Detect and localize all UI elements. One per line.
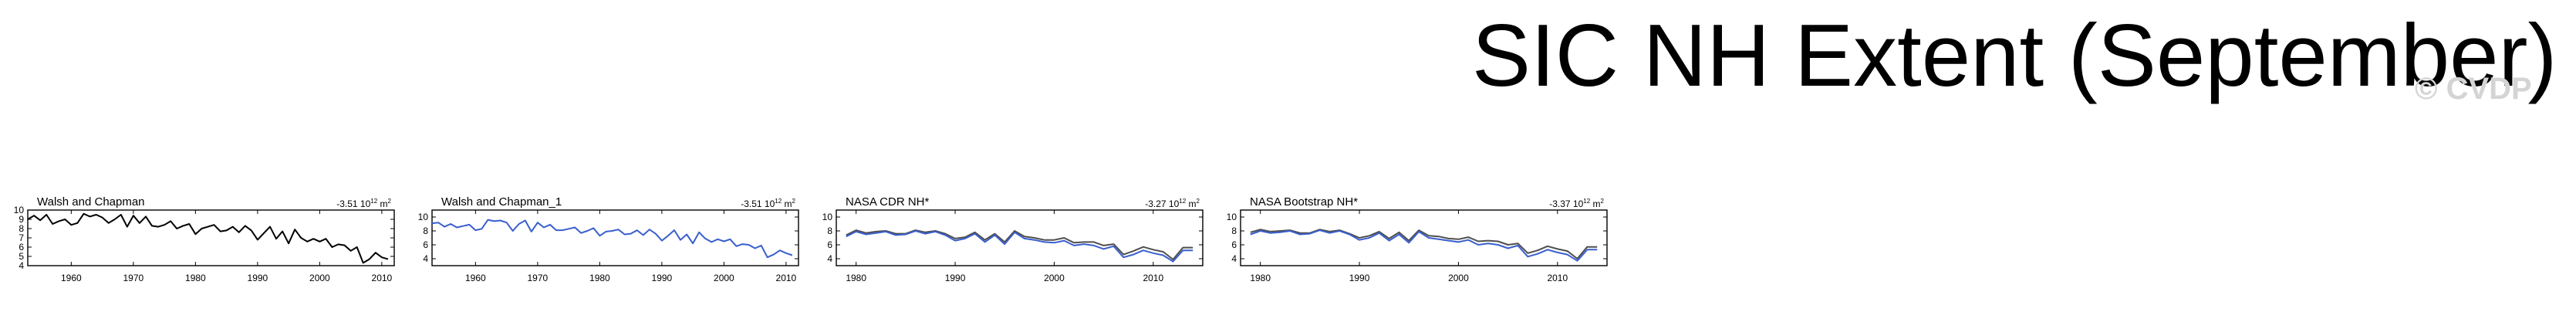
trend-label: -3.51 1012 m2 xyxy=(741,198,795,209)
series-line-0 xyxy=(431,219,793,259)
y-tick-label: 8 xyxy=(1231,226,1237,236)
x-tick-label: 2000 xyxy=(714,273,734,283)
x-tick-label: 2000 xyxy=(1044,273,1065,283)
y-tick-label: 4 xyxy=(19,260,24,271)
x-tick-label: 2010 xyxy=(1143,273,1163,283)
y-tick-label: 7 xyxy=(19,232,24,243)
trend-label: -3.37 1012 m2 xyxy=(1549,198,1604,209)
x-tick-label: 1970 xyxy=(123,273,144,283)
series-line-0 xyxy=(1250,229,1598,259)
y-tick-label: 6 xyxy=(827,239,832,250)
panel-title: NASA CDR NH* xyxy=(846,195,930,209)
cvdp-watermark: © CVDP xyxy=(2415,72,2532,106)
series-line-1 xyxy=(846,230,1193,263)
x-tick-label: 2010 xyxy=(776,273,797,283)
x-tick-label: 1960 xyxy=(465,273,486,283)
y-tick-label: 6 xyxy=(1231,239,1237,250)
chart-panel-walsh-chapman-1: Walsh and Chapman_1 -3.51 1012 m2 4 6 8 10 196… xyxy=(418,195,799,283)
y-tick-label: 5 xyxy=(19,251,24,262)
x-tick-label: 1970 xyxy=(528,273,549,283)
plot-frame xyxy=(431,209,799,266)
chart-panel-nasa-bootstrap-nh: NASA Bootstrap NH* -3.37 1012 m2 4 6 8 10 1980… xyxy=(1227,195,1608,283)
y-tick-label: 10 xyxy=(14,205,25,215)
chart-panel-nasa-cdr-nh: NASA CDR NH* -3.27 1012 m2 4 6 8 10 1980 1990 20… xyxy=(822,195,1204,283)
panel-title: Walsh and Chapman xyxy=(37,195,145,209)
panel-title: NASA Bootstrap NH* xyxy=(1250,195,1358,209)
main-title: SIC NH Extent (September) xyxy=(1472,7,2557,105)
x-tick-label: 2010 xyxy=(372,273,393,283)
y-tick-label: 4 xyxy=(423,253,428,264)
y-tick-label: 6 xyxy=(423,239,428,250)
plot-frame xyxy=(27,209,395,266)
trend-label: -3.27 1012 m2 xyxy=(1145,198,1200,209)
y-tick-label: 6 xyxy=(19,242,24,253)
trend-label: -3.51 1012 m2 xyxy=(336,198,391,209)
y-tick-label: 8 xyxy=(423,226,428,236)
x-tick-label: 1980 xyxy=(1250,273,1271,283)
x-tick-label: 2010 xyxy=(1547,273,1568,283)
y-tick-label: 9 xyxy=(19,214,24,225)
y-tick-label: 8 xyxy=(827,226,832,236)
panel-title: Walsh and Chapman_1 xyxy=(441,195,562,209)
y-tick-label: 10 xyxy=(1227,212,1237,222)
y-tick-label: 4 xyxy=(827,253,832,264)
x-tick-label: 1990 xyxy=(1349,273,1370,283)
x-tick-label: 1980 xyxy=(185,273,206,283)
x-tick-label: 1980 xyxy=(589,273,610,283)
x-tick-label: 2000 xyxy=(1448,273,1469,283)
y-tick-label: 10 xyxy=(822,212,833,222)
series-line-0 xyxy=(27,212,389,264)
series-line-1 xyxy=(1250,229,1598,262)
x-tick-label: 1980 xyxy=(846,273,866,283)
x-tick-label: 1990 xyxy=(945,273,966,283)
plot-frame xyxy=(1240,209,1608,266)
y-tick-label: 8 xyxy=(19,223,24,234)
y-tick-label: 10 xyxy=(418,212,429,222)
x-tick-label: 2000 xyxy=(309,273,330,283)
x-tick-label: 1990 xyxy=(248,273,268,283)
x-tick-label: 1960 xyxy=(61,273,82,283)
x-tick-label: 1990 xyxy=(652,273,673,283)
plot-frame xyxy=(836,209,1204,266)
series-line-0 xyxy=(846,229,1193,260)
y-tick-label: 4 xyxy=(1231,253,1237,264)
